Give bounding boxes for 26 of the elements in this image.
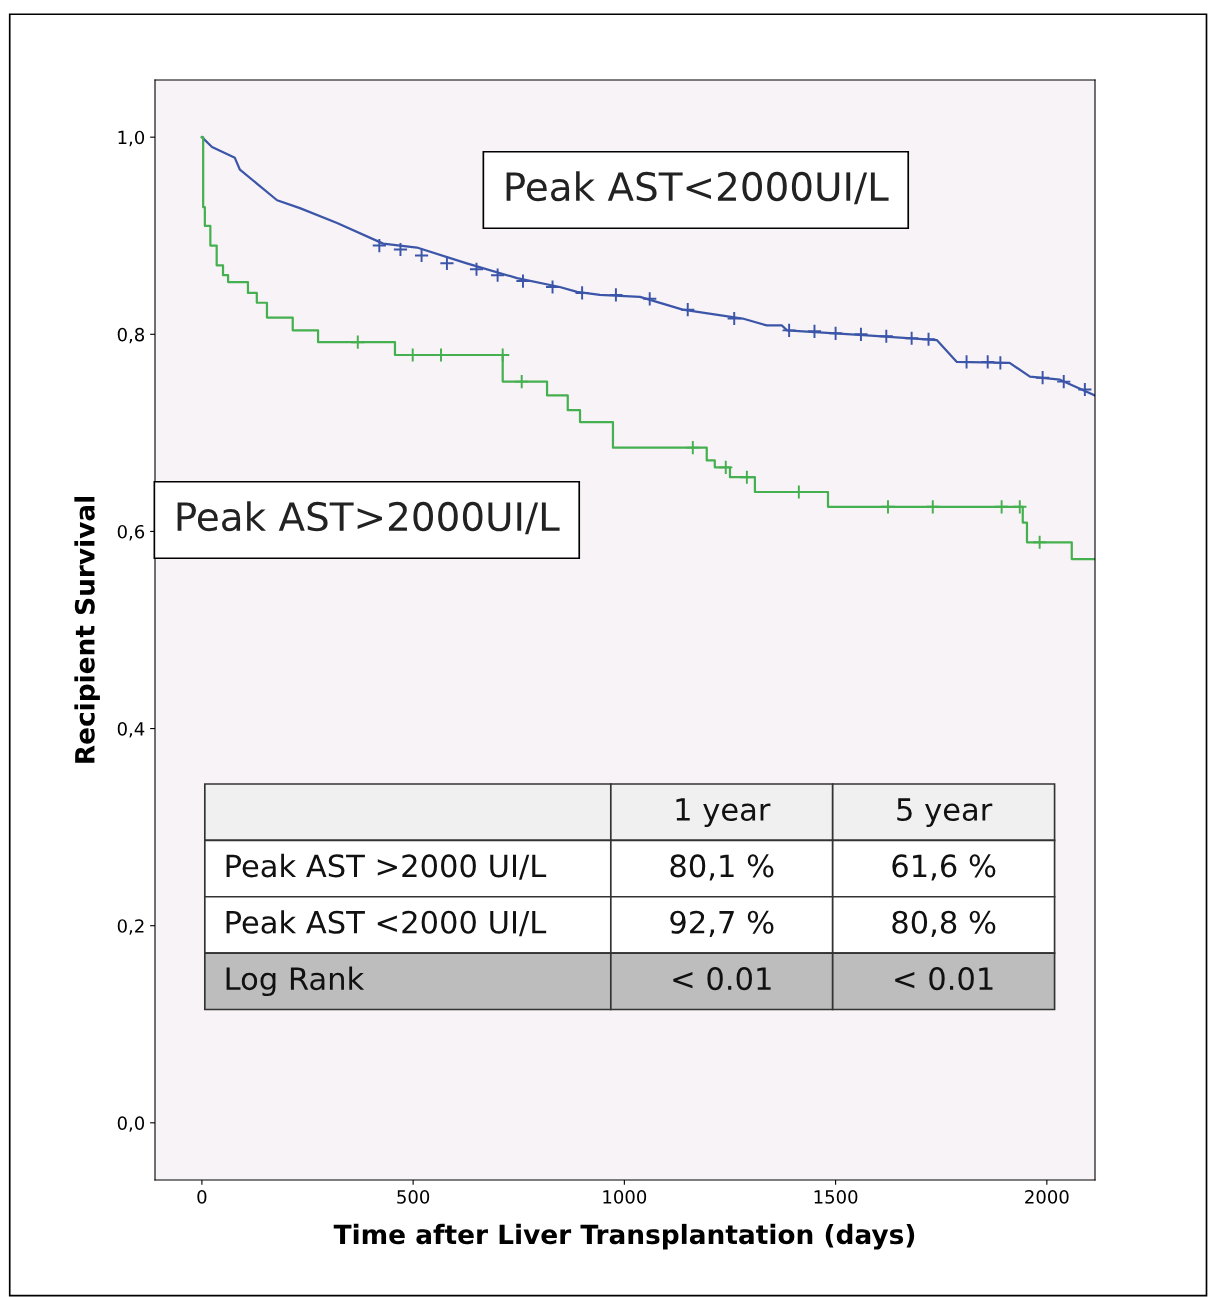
series-label: Peak AST<2000UI/L — [506, 171, 889, 205]
y-tick-label: 0,2 — [117, 919, 144, 935]
annotation: 5 year — [897, 798, 993, 827]
annotation: 80,8 % — [892, 910, 996, 937]
y-tick-label: 0,8 — [117, 327, 145, 344]
annotation: 92,7 % — [670, 910, 774, 937]
x-tick-label: 500 — [397, 1190, 430, 1204]
annotation: 61,6 % — [892, 854, 996, 881]
x-axis-title: Time after Liver Transplantation (days) — [333, 1223, 915, 1250]
y-tick-label: 0,0 — [117, 1116, 145, 1132]
y-axis-title: Recipient Survival — [74, 497, 100, 763]
x-tick-label: 1000 — [603, 1190, 647, 1204]
x-tick-label: 0 — [197, 1190, 207, 1204]
x-tick-label: 2000 — [1025, 1190, 1069, 1204]
annotation: Peak AST <2000 UI/L — [226, 910, 547, 937]
y-tick-label: 0,4 — [117, 722, 145, 738]
annotation: 80,1 % — [670, 854, 774, 881]
annotation: < 0.01 — [895, 967, 993, 991]
annotation: < 0.01 — [673, 967, 771, 991]
y-tick-label: 0,6 — [117, 524, 145, 541]
x-tick-label: 1500 — [814, 1190, 858, 1204]
series-label: Peak AST>2000UI/L — [177, 501, 560, 535]
annotation: Log Rank — [226, 966, 365, 997]
annotation: Peak AST >2000 UI/L — [226, 853, 547, 880]
annotation: 1 year — [676, 798, 771, 827]
y-tick-label: 1,0 — [118, 130, 145, 147]
